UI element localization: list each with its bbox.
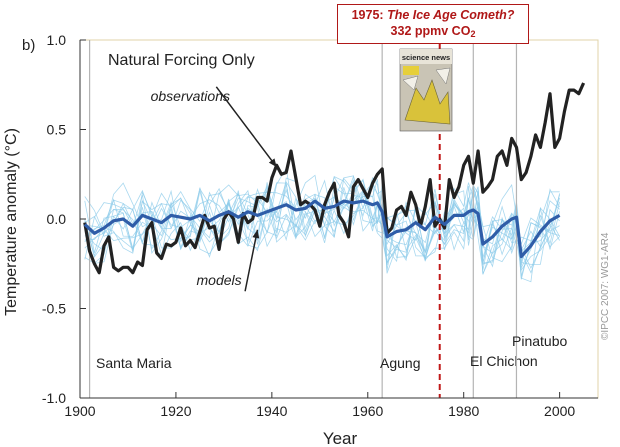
chart-title: Natural Forcing Only bbox=[108, 52, 255, 69]
callout-year: 1975: bbox=[351, 8, 384, 22]
annotations-layer: observations models bbox=[151, 86, 278, 292]
panel-label: b) bbox=[22, 37, 35, 54]
y-tick-label: 0.5 bbox=[47, 122, 67, 138]
magazine-masthead: science news bbox=[402, 53, 450, 62]
magazine-ice-shapes bbox=[402, 67, 451, 91]
model-run-line bbox=[84, 178, 560, 280]
observations-line bbox=[83, 82, 586, 275]
model-run-line bbox=[84, 190, 560, 274]
y-tick-label: -1.0 bbox=[42, 390, 66, 406]
model-run-line bbox=[84, 179, 560, 272]
x-tick-label: 1900 bbox=[64, 403, 95, 419]
callout-co2: 332 ppmv CO bbox=[390, 24, 471, 38]
copyright-note: ©IPCC 2007: WG1-AR4 bbox=[600, 232, 611, 340]
annotation-arrow bbox=[215, 86, 278, 168]
event-label: Santa Maria bbox=[96, 355, 172, 371]
y-tick-label: -0.5 bbox=[42, 301, 66, 317]
y-axis-label: Temperature anomaly (°C) bbox=[3, 128, 20, 316]
annotation-label: observations bbox=[151, 88, 230, 104]
annotation-arrowhead bbox=[252, 229, 260, 239]
magazine-cover: science news bbox=[399, 48, 453, 132]
y-tick-label: 0.0 bbox=[47, 211, 67, 227]
magazine-yellow-block bbox=[403, 66, 419, 75]
event-label: El Chichon bbox=[470, 353, 538, 369]
callout-box: 1975: The Ice Age Cometh? 332 ppmv CO2 bbox=[337, 4, 529, 44]
model-run-line bbox=[84, 181, 560, 274]
x-tick-label: 1980 bbox=[448, 403, 479, 419]
x-tick-label: 1960 bbox=[352, 403, 383, 419]
magazine-illustration bbox=[404, 79, 451, 125]
event-label: Agung bbox=[380, 355, 420, 371]
annotation-label: models bbox=[197, 272, 242, 288]
model-run-line bbox=[84, 176, 560, 269]
annotation-arrow bbox=[244, 229, 259, 292]
x-tick-label: 1920 bbox=[160, 403, 191, 419]
x-tick-label: 1940 bbox=[256, 403, 287, 419]
y-tick-label: 1.0 bbox=[47, 32, 67, 48]
x-axis-label: Year bbox=[323, 429, 358, 447]
series-layer bbox=[83, 82, 586, 275]
annotation-arrowhead bbox=[268, 158, 277, 168]
magazine-masthead-band bbox=[400, 49, 452, 64]
callout-title: The Ice Age Cometh? bbox=[387, 8, 515, 22]
x-tick-label: 2000 bbox=[544, 403, 575, 419]
event-lines-layer: Santa Maria Agung El Chichon Pinatubo bbox=[88, 40, 567, 398]
event-label: Pinatubo bbox=[512, 333, 567, 349]
callout-co2-subscript: 2 bbox=[470, 29, 476, 39]
models-line bbox=[83, 199, 561, 259]
